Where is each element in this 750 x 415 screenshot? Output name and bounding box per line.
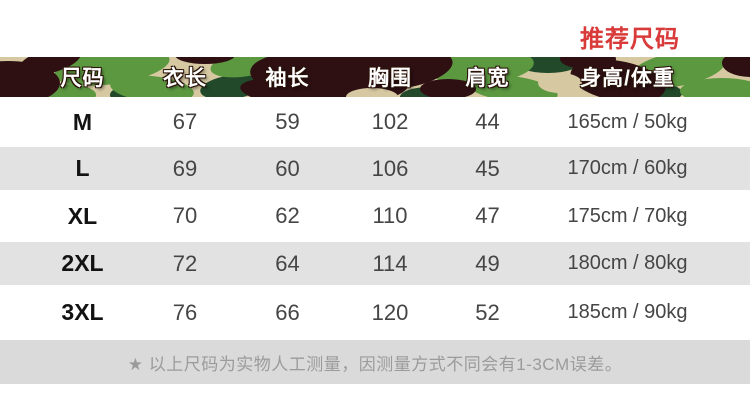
header-cell-height-weight: 身高/体重 xyxy=(580,67,675,90)
height-weight-value: 165cm / 50kg xyxy=(567,110,688,133)
garment-length-value: 70 xyxy=(172,203,198,228)
size-label: M xyxy=(72,108,93,135)
table-row-m: M 67 59 102 44 165cm / 50kg xyxy=(0,97,750,147)
chest-value: 120 xyxy=(371,299,409,325)
header-cell-sleeve-length: 袖长 xyxy=(265,67,310,90)
shoulder-value: 45 xyxy=(475,155,500,181)
chest-value: 106 xyxy=(371,155,409,181)
garment-length-value: 76 xyxy=(172,299,198,325)
measurement-note-bar: ★ 以上尺码为实物人工测量，因测量方式不同会有1-3CM误差。 xyxy=(0,340,750,384)
garment-length-value: 72 xyxy=(172,250,198,276)
sleeve-length-value: 60 xyxy=(275,155,300,181)
height-weight-value: 180cm / 80kg xyxy=(567,252,688,274)
shoulder-value: 49 xyxy=(475,250,500,276)
recommended-size-label: 推荐尺码 xyxy=(580,26,680,53)
table-row-2xl: 2XL 72 64 114 49 180cm / 80kg xyxy=(0,242,750,285)
height-weight-value: 175cm / 70kg xyxy=(567,204,688,227)
chest-value: 102 xyxy=(371,109,409,134)
table-row-3xl: 3XL 76 66 120 52 185cm / 90kg xyxy=(0,285,750,340)
shoulder-value: 52 xyxy=(475,299,500,325)
size-label: XL xyxy=(67,202,98,229)
header-cell-shoulder: 肩宽 xyxy=(465,67,510,90)
table-row-xl: XL 70 62 110 47 175cm / 70kg xyxy=(0,190,750,242)
shoulder-value: 47 xyxy=(475,203,500,228)
sleeve-length-value: 66 xyxy=(275,299,300,325)
size-label: 3XL xyxy=(61,299,104,325)
size-label: L xyxy=(75,155,90,181)
table-row-l: L 69 60 106 45 170cm / 60kg xyxy=(0,147,750,190)
measurement-note: ★ 以上尺码为实物人工测量，因测量方式不同会有1-3CM误差。 xyxy=(127,354,623,374)
sleeve-length-value: 64 xyxy=(275,250,300,276)
size-label: 2XL xyxy=(61,250,104,276)
camo-pattern-background xyxy=(0,57,750,97)
shoulder-value: 44 xyxy=(475,109,500,134)
chest-value: 110 xyxy=(372,203,408,228)
height-weight-value: 185cm / 90kg xyxy=(567,301,688,323)
garment-length-value: 69 xyxy=(172,155,198,181)
sleeve-length-value: 62 xyxy=(275,203,300,228)
header-cell-size: 尺码 xyxy=(60,67,105,90)
sleeve-length-value: 59 xyxy=(275,109,300,134)
header-cell-chest: 胸围 xyxy=(368,67,412,90)
table-header-row: 尺码 衣长 袖长 胸围 肩宽 身高/体重 xyxy=(0,57,750,97)
height-weight-value: 170cm / 60kg xyxy=(567,157,688,179)
chest-value: 114 xyxy=(372,250,408,276)
top-bar: 推荐尺码 xyxy=(0,0,750,57)
table-header-grid: 尺码 衣长 袖长 胸围 肩宽 身高/体重 xyxy=(0,57,750,97)
garment-length-value: 67 xyxy=(172,109,198,134)
header-cell-garment-length: 衣长 xyxy=(163,67,207,90)
